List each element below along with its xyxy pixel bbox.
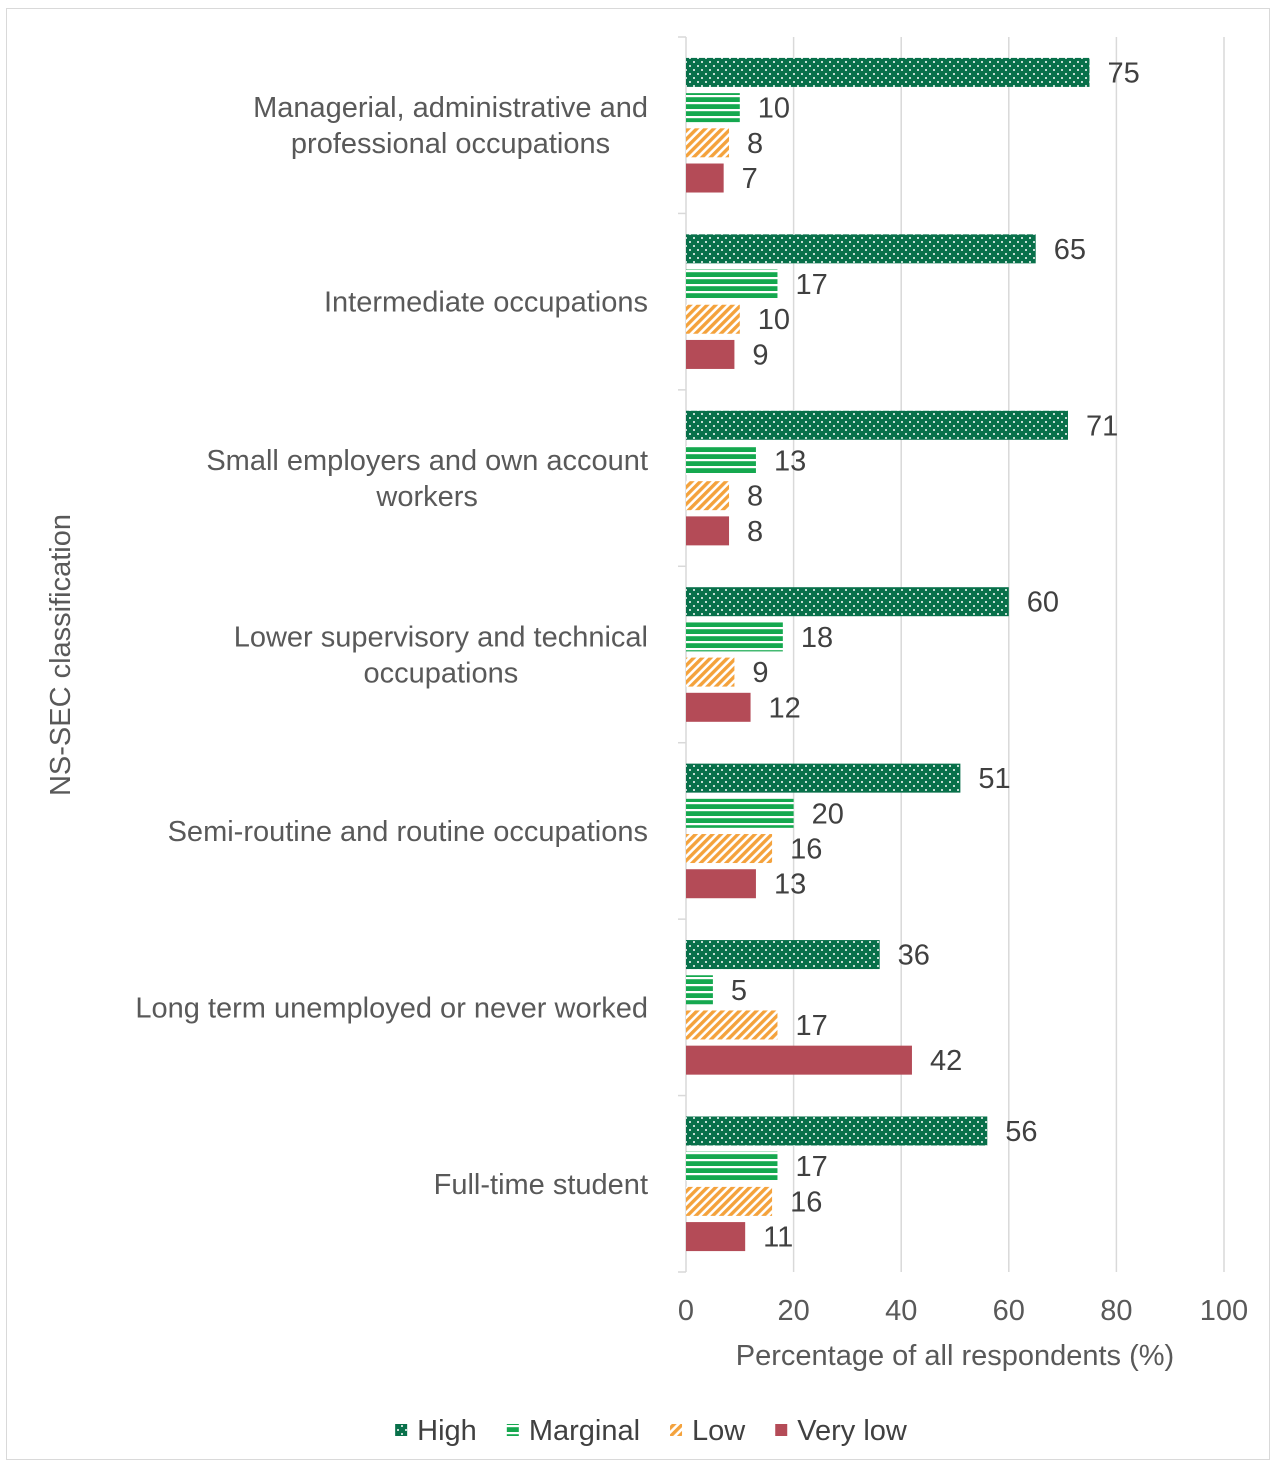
- data-label: 51: [978, 763, 1010, 795]
- data-label: 17: [795, 269, 827, 301]
- bar-marginal: [686, 445, 756, 475]
- bar-high: [686, 410, 1068, 440]
- legend-swatch-very-low: [775, 1424, 788, 1436]
- bar-low: [686, 834, 773, 864]
- data-label: 9: [752, 657, 768, 689]
- bar-low: [686, 304, 740, 334]
- data-label: 16: [790, 1186, 822, 1218]
- data-label: 17: [795, 1151, 827, 1183]
- bar-high: [686, 234, 1036, 264]
- bar-high: [686, 1116, 988, 1146]
- gridlines: [792, 37, 1225, 1272]
- data-label: 5: [731, 975, 747, 1007]
- y-axis-title: NS-SEC classification: [45, 514, 77, 796]
- bar-very-low: [686, 516, 730, 546]
- axes: [678, 36, 687, 1273]
- chart-frame: [6, 8, 1270, 1460]
- data-label: 60: [1027, 587, 1059, 619]
- x-tick-label: 20: [777, 1295, 809, 1327]
- bar-high: [686, 57, 1090, 87]
- bar-marginal: [686, 798, 794, 828]
- bar-high: [686, 763, 961, 793]
- category-label: Managerial, administrative and: [253, 92, 648, 124]
- data-label: 20: [812, 798, 844, 830]
- legend: High Marginal Low Very low: [395, 1415, 908, 1447]
- x-tick-label: 100: [1200, 1295, 1248, 1327]
- bar-very-low: [686, 1222, 746, 1252]
- data-label: 16: [790, 834, 822, 866]
- data-label: 10: [758, 93, 790, 125]
- x-axis-title: Percentage of all respondents (%): [736, 1340, 1174, 1372]
- bar-low: [686, 1010, 778, 1040]
- data-label: 8: [747, 481, 763, 513]
- bar-low: [686, 1186, 773, 1216]
- legend-label-low: Low: [692, 1415, 746, 1447]
- bar-marginal: [686, 269, 778, 299]
- data-label: 71: [1086, 410, 1118, 442]
- data-label: 9: [752, 339, 768, 371]
- category-label: occupations: [363, 658, 518, 690]
- legend-label-high: High: [417, 1415, 477, 1447]
- legend-label-marginal: Marginal: [529, 1415, 640, 1447]
- bar-low: [686, 481, 730, 511]
- bar-high: [686, 587, 1009, 617]
- bar-very-low: [686, 163, 724, 193]
- bar-very-low: [686, 339, 735, 369]
- category-label: Semi-routine and routine occupations: [168, 816, 648, 848]
- x-tick-label: 40: [885, 1295, 917, 1327]
- bar-low: [686, 128, 730, 158]
- data-label: 75: [1108, 57, 1140, 89]
- bar-marginal: [686, 1151, 778, 1181]
- category-label: Long term unemployed or never worked: [135, 992, 648, 1024]
- bar-marginal: [686, 622, 783, 652]
- data-label: 36: [898, 940, 930, 972]
- labels: 0 20 40 60 80 100 Managerial, administrative a…: [135, 57, 1248, 1327]
- bars: [686, 57, 1090, 1252]
- bar-high: [686, 940, 880, 970]
- x-tick-label: 60: [993, 1295, 1025, 1327]
- data-label: 7: [742, 163, 758, 195]
- legend-swatch-low: [670, 1424, 683, 1436]
- data-label: 42: [930, 1045, 962, 1077]
- legend-swatch-marginal: [506, 1424, 519, 1436]
- data-label: 65: [1054, 234, 1086, 266]
- category-label: Intermediate occupations: [324, 287, 648, 319]
- data-label: 13: [774, 445, 806, 477]
- data-label: 13: [774, 869, 806, 901]
- data-label: 17: [795, 1010, 827, 1042]
- legend-swatch-high: [395, 1424, 408, 1436]
- category-label: Lower supervisory and technical: [234, 622, 648, 654]
- bar-very-low: [686, 869, 756, 899]
- data-label: 8: [747, 516, 763, 548]
- bar-very-low: [686, 1045, 912, 1075]
- category-label: workers: [375, 481, 478, 513]
- legend-label-very-low: Very low: [797, 1415, 908, 1447]
- data-label: 18: [801, 622, 833, 654]
- x-tick-label: 0: [678, 1295, 694, 1327]
- bar-marginal: [686, 93, 740, 123]
- data-label: 12: [769, 692, 801, 724]
- category-label: Full-time student: [434, 1169, 648, 1201]
- data-label: 8: [747, 128, 763, 160]
- bar-low: [686, 657, 735, 687]
- data-label: 56: [1005, 1116, 1037, 1148]
- category-label: Small employers and own account: [206, 445, 648, 477]
- bar-very-low: [686, 692, 751, 722]
- x-tick-label: 80: [1100, 1295, 1132, 1327]
- category-label: professional occupations: [291, 128, 610, 160]
- data-label: 11: [763, 1222, 793, 1254]
- bar-marginal: [686, 975, 713, 1005]
- data-label: 10: [758, 304, 790, 336]
